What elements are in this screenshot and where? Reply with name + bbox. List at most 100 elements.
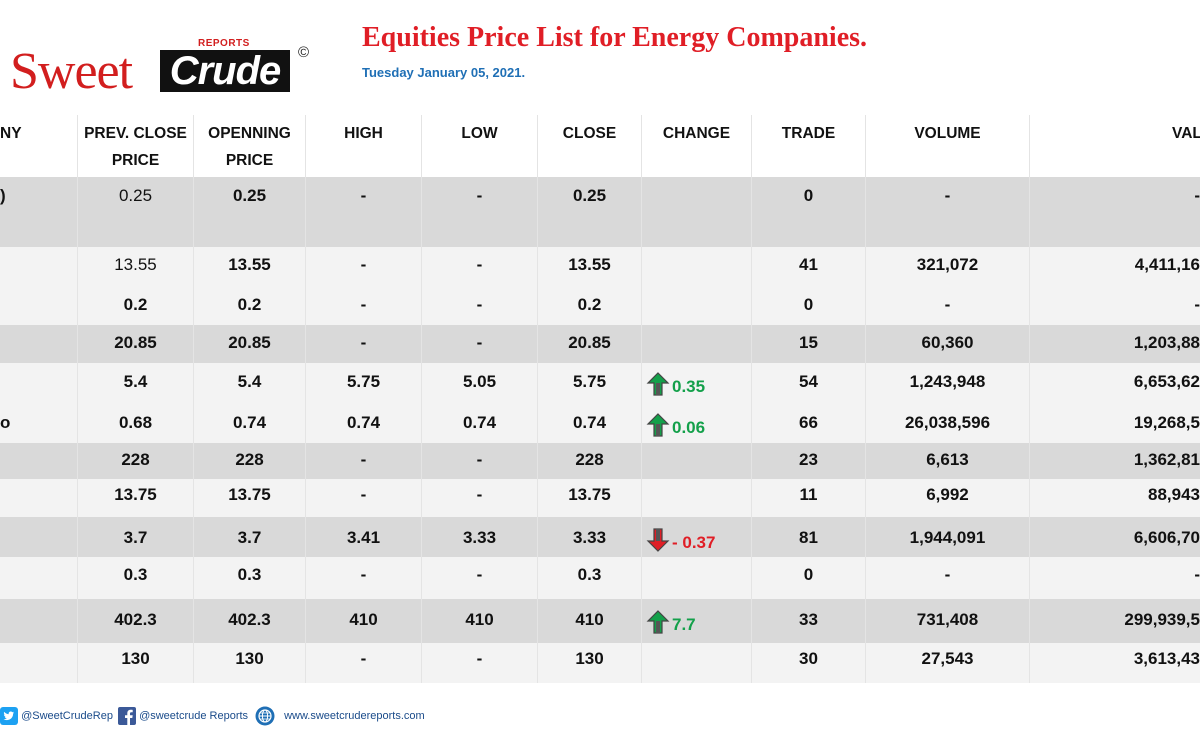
cell-company [0, 479, 78, 517]
cell-change [642, 643, 752, 683]
cell-prev: 402.3 [78, 599, 194, 643]
cell-open: 3.7 [194, 517, 306, 557]
cell-trade: 66 [752, 403, 866, 443]
cell-low: - [422, 479, 538, 517]
cell-low: 410 [422, 599, 538, 643]
cell-high: - [306, 557, 422, 599]
cell-value: 88,943 [1148, 485, 1200, 504]
cell-high: 0.74 [306, 403, 422, 443]
column-header-open: OPENNING PRICE [194, 115, 306, 177]
cell-high: 3.41 [306, 517, 422, 557]
table-row: o 0.68 0.74 0.74 0.74 0.74 0.06 66 26,038,596 19,… [0, 403, 1200, 443]
cell-close: 130 [538, 643, 642, 683]
footer-website[interactable]: www.sweetcrudereports.com [255, 705, 425, 727]
column-header-value: VALU [1030, 115, 1200, 177]
cell-prev: 3.7 [78, 517, 194, 557]
globe-icon [255, 706, 278, 726]
cell-open: 13.55 [194, 247, 306, 287]
change-value: 7.7 [672, 615, 696, 634]
cell-change: 0.06 [642, 403, 752, 443]
cell-change: 0.35 [642, 363, 752, 403]
cell-prev: 13.75 [78, 479, 194, 517]
cell-company [0, 517, 78, 557]
change-value: - 0.37 [672, 533, 716, 552]
cell-low: - [422, 443, 538, 479]
column-header-trade: TRADE [752, 115, 866, 177]
cell-trade: 15 [752, 325, 866, 363]
cell-high: 5.75 [306, 363, 422, 403]
cell-volume: 26,038,596 [866, 403, 1030, 443]
cell-high: 410 [306, 599, 422, 643]
cell-prev: 0.3 [78, 557, 194, 599]
facebook-handle: @sweetcrude Reports [139, 710, 249, 722]
table-row: 130 130- -130 30 27,543 3,613,43 [0, 643, 1200, 683]
cell-value: 6,653,62 [1133, 372, 1200, 391]
table-row: 0.3 0.3- -0.3 0- - [0, 557, 1200, 599]
cell-change: - 0.37 [642, 517, 752, 557]
table-row: 5.4 5.4 5.75 5.05 5.75 0.35 54 1,243,948 6,653,6… [0, 363, 1200, 403]
cell-close: 228 [538, 443, 642, 479]
logo-reports-text: REPORTS [196, 38, 252, 49]
cell-volume: 1,243,948 [866, 363, 1030, 403]
cell-high: - [306, 247, 422, 287]
change-value: 0.35 [672, 377, 706, 396]
cell-high: - [306, 325, 422, 363]
cell-value: 3,613,43 [1133, 649, 1200, 668]
cell-change [642, 557, 752, 599]
logo-sweet-text: Sweet [10, 43, 133, 100]
cell-change [642, 325, 752, 363]
cell-company [0, 599, 78, 643]
cell-trade: 0 [752, 177, 866, 247]
cell-change [642, 479, 752, 517]
column-header-prev: PREV. CLOSE PRICE [78, 115, 194, 177]
page-title: Equities Price List for Energy Companies… [362, 22, 868, 53]
cell-open: 5.4 [194, 363, 306, 403]
cell-trade: 0 [752, 557, 866, 599]
cell-close: 3.33 [538, 517, 642, 557]
column-header-change: CHANGE [642, 115, 752, 177]
cell-high: - [306, 287, 422, 325]
cell-volume: 6,613 [866, 443, 1030, 479]
column-header-line: PREV. CLOSE [84, 125, 187, 142]
cell-open: 0.3 [194, 557, 306, 599]
cell-prev: 5.4 [78, 363, 194, 403]
cell-prev: 0.68 [78, 403, 194, 443]
cell-high: - [306, 177, 422, 247]
cell-value: 6,606,70 [1133, 528, 1200, 547]
cell-company: o [0, 403, 78, 443]
cell-open: 228 [194, 443, 306, 479]
cell-trade: 30 [752, 643, 866, 683]
website-link: www.sweetcrudereports.com [284, 710, 425, 722]
cell-company [0, 443, 78, 479]
column-header-close: CLOSE [538, 115, 642, 177]
cell-value: - [1194, 295, 1200, 314]
cell-close: 13.75 [538, 479, 642, 517]
table-row: 228 228- -228 23 6,613 1,362,81 [0, 443, 1200, 479]
table-row: 13.55 13.55- -13.55 41 321,072 4,411,16 [0, 247, 1200, 287]
table-header-row: NY PREV. CLOSE PRICE OPENNING PRICE HIGH LOW CL… [0, 115, 1200, 177]
cell-value: 4,411,16 [1134, 255, 1200, 274]
cell-company [0, 325, 78, 363]
footer-twitter[interactable]: @SweetCrudeRep [0, 705, 113, 727]
cell-company [0, 557, 78, 599]
twitter-icon [0, 707, 21, 726]
cell-prev: 130 [78, 643, 194, 683]
cell-low: - [422, 557, 538, 599]
change-value: 0.06 [672, 418, 706, 437]
table-row: 0.2 0.2- -0.2 0- - [0, 287, 1200, 325]
cell-prev: 13.55 [78, 247, 194, 287]
cell-close: 20.85 [538, 325, 642, 363]
cell-volume: 27,543 [866, 643, 1030, 683]
table-row: 13.75 13.75- -13.75 11 6,992 88,943 [0, 479, 1200, 517]
cell-company [0, 643, 78, 683]
cell-value: 299,939,5 [1124, 610, 1200, 629]
cell-open: 13.75 [194, 479, 306, 517]
cell-change [642, 177, 752, 247]
cell-change: 7.7 [642, 599, 752, 643]
arrow-down-icon [646, 528, 670, 557]
cell-open: 0.25 [194, 177, 306, 247]
footer-facebook[interactable]: @sweetcrude Reports [118, 705, 248, 727]
cell-volume: - [866, 177, 1030, 247]
cell-prev: 20.85 [78, 325, 194, 363]
cell-low: - [422, 287, 538, 325]
